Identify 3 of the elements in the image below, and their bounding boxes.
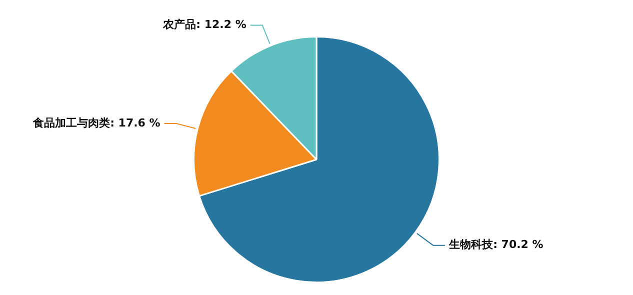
slice-label: 生物科技: 70.2 % — [448, 238, 544, 252]
slice-label: 食品加工与肉类: 17.6 % — [32, 116, 160, 130]
slice-label: 农产品: 12.2 % — [162, 18, 246, 32]
